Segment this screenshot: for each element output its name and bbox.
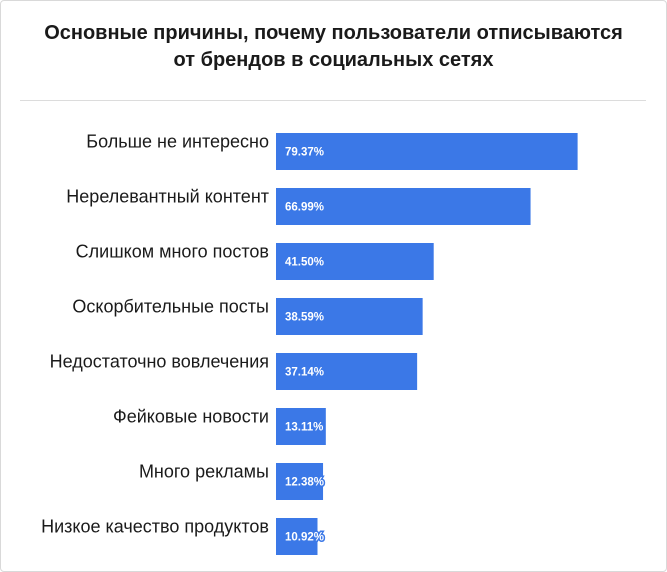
bar-row: Оскорбительные посты 38.59% xyxy=(72,297,423,335)
bar-row: Недостаточно вовлечения 37.14% xyxy=(50,352,418,390)
data-label: 79.37% xyxy=(285,147,324,159)
data-label: 38.59% xyxy=(285,312,324,324)
bar xyxy=(276,243,434,280)
category-label: Фейковые новости xyxy=(113,407,269,427)
category-label: Недостаточно вовлечения xyxy=(50,352,269,372)
category-label: Оскорбительные посты xyxy=(72,297,269,317)
bar-row: Фейковые новости 13.11% xyxy=(113,407,326,445)
data-label: 66.99% xyxy=(285,202,324,214)
chart-title: Основные причины, почему пользователи от… xyxy=(0,20,667,74)
bar xyxy=(276,298,423,335)
chart-title-line-2: от брендов в социальных сетях xyxy=(173,49,494,71)
category-label: Нерелевантный контент xyxy=(66,187,269,207)
bar xyxy=(276,463,324,500)
data-label: 12.38% xyxy=(285,477,324,489)
bar-row: Больше не интересно 79.37% xyxy=(86,132,578,170)
category-label: Низкое качество продуктов xyxy=(41,517,269,537)
bar xyxy=(276,518,318,555)
bar-row: Много рекламы 12.38% xyxy=(139,462,326,500)
bar-row: Низкое качество продуктов 10.92% xyxy=(41,517,326,555)
bar xyxy=(276,133,578,170)
data-label: 10.92% xyxy=(285,532,324,544)
bar xyxy=(276,408,326,445)
bar xyxy=(276,188,531,225)
bar-row: Нерелевантный контент 66.99% xyxy=(66,187,531,225)
chart-title-line-1: Основные причины, почему пользователи от… xyxy=(44,22,623,44)
category-label: Слишком много постов xyxy=(76,242,269,262)
data-label: 37.14% xyxy=(285,367,324,379)
bar-row: Слишком много постов 41.50% xyxy=(76,242,434,280)
bar xyxy=(276,353,418,390)
category-label: Много рекламы xyxy=(139,462,269,482)
title-divider xyxy=(20,100,646,101)
data-label: 13.11% xyxy=(285,422,323,434)
category-label: Больше не интересно xyxy=(86,132,269,152)
data-label: 41.50% xyxy=(285,257,324,269)
